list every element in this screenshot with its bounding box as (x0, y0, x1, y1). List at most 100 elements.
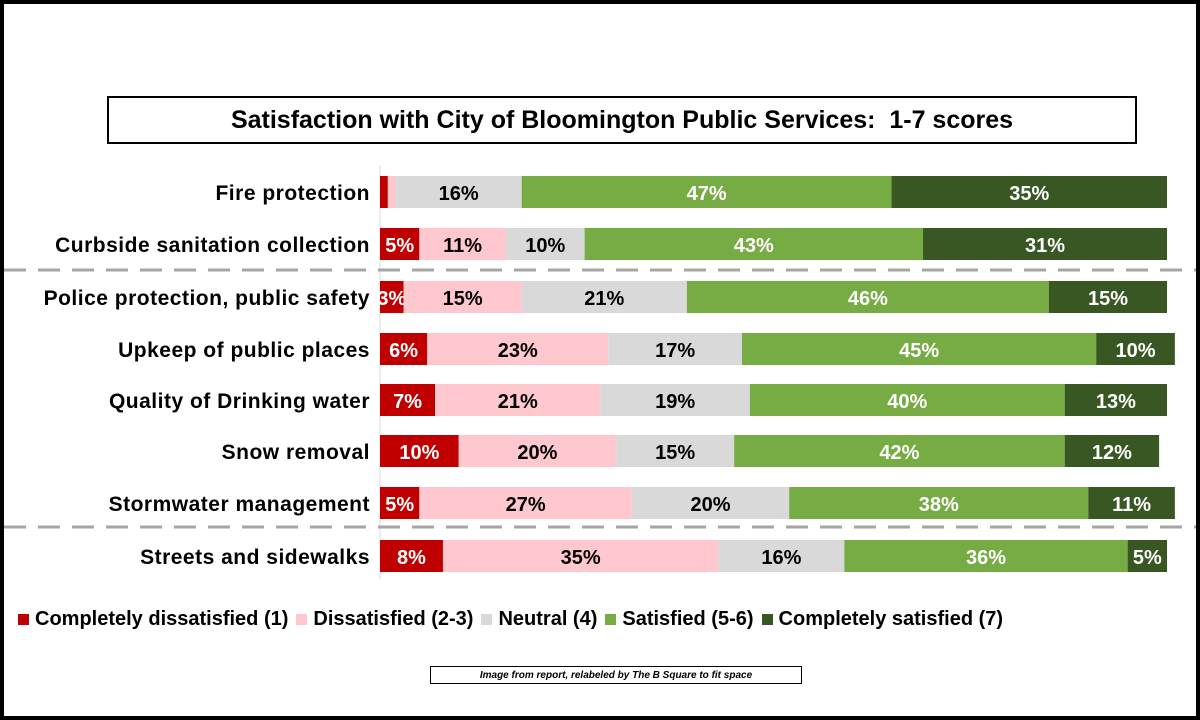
data-label: 27% (506, 494, 546, 516)
bar-segment (505, 228, 585, 260)
data-label: 21% (498, 391, 538, 413)
data-label: 35% (1009, 183, 1049, 205)
category-label: Curbside sanitation collection (55, 234, 370, 257)
data-label: 11% (443, 235, 482, 257)
bar-segment (1127, 540, 1167, 572)
bar-segment (442, 540, 719, 572)
bar-segment (403, 281, 522, 313)
data-label: 15% (655, 442, 695, 464)
legend-swatch (761, 614, 773, 625)
category-label: Streets and sidewalks (140, 546, 370, 569)
data-label: 15% (443, 288, 483, 310)
data-label: 20% (517, 442, 557, 464)
legend-item: Neutral (4) (481, 608, 597, 631)
bar-segment (427, 333, 609, 365)
chart-title-box: Satisfaction with City of Bloomington Pu… (107, 96, 1137, 144)
chart-legend: Completely dissatisfied (1) Dissatisfied … (18, 608, 1011, 631)
data-label: 40% (887, 391, 927, 413)
bar-segment (380, 176, 388, 208)
data-label: 8% (397, 547, 426, 569)
bar-segment (923, 228, 1167, 260)
bar-segment (1048, 281, 1167, 313)
bar-segment (380, 228, 420, 260)
data-label: 36% (966, 547, 1006, 569)
data-label: 47% (687, 183, 727, 205)
data-label: 16% (761, 547, 801, 569)
data-label: 6% (389, 340, 418, 362)
data-label: 3% (377, 288, 406, 310)
bar-segment (380, 384, 436, 416)
legend-item: Dissatisfied (2-3) (296, 608, 473, 631)
chart-title: Satisfaction with City of Bloomington Pu… (230, 105, 1014, 134)
bar-segment (419, 487, 632, 519)
data-label: 5% (1133, 547, 1162, 569)
data-label: 10% (525, 235, 565, 257)
bar-segment (387, 176, 396, 208)
bar-segment (686, 281, 1049, 313)
category-label: Snow removal (222, 441, 370, 464)
bar-segment (891, 176, 1167, 208)
bar-segment (789, 487, 1089, 519)
bar-segment (521, 176, 892, 208)
category-label: Upkeep of public places (118, 339, 370, 362)
legend-swatch (605, 614, 617, 625)
legend-swatch (296, 614, 308, 625)
data-label: 16% (439, 183, 479, 205)
bar-segment (435, 384, 601, 416)
legend-label: Dissatisfied (2-3) (313, 608, 474, 630)
category-label: Quality of Drinking water (109, 390, 370, 413)
bar-segment (380, 281, 404, 313)
data-label: 20% (691, 494, 731, 516)
category-label: Fire protection (215, 182, 370, 205)
bar-segment (521, 281, 687, 313)
data-label: 46% (848, 288, 888, 310)
category-label: Police protection, public safety (44, 287, 370, 310)
data-label: 13% (1096, 391, 1136, 413)
bar-segment (616, 435, 735, 467)
bar-segment (1064, 384, 1167, 416)
legend-label: Satisfied (5-6) (622, 608, 754, 630)
legend-label: Neutral (4) (498, 608, 598, 630)
bar-segment (749, 384, 1065, 416)
data-label: 5% (385, 235, 414, 257)
bar-segment (608, 333, 743, 365)
legend-item: Completely satisfied (7) (761, 608, 1004, 631)
data-label: 23% (498, 340, 538, 362)
data-label: 35% (561, 547, 601, 569)
bar-segment (380, 540, 443, 572)
bar-segment (742, 333, 1097, 365)
legend-label: Completely satisfied (7) (778, 608, 1004, 630)
bar-segment (395, 176, 522, 208)
data-label: 43% (734, 235, 774, 257)
data-label: 17% (655, 340, 695, 362)
data-label: 31% (1025, 235, 1065, 257)
bar-segment (584, 228, 924, 260)
bar-segment (600, 384, 750, 416)
data-label: 10% (399, 442, 439, 464)
bar-segment (1064, 435, 1160, 467)
chart-plot: Fire protection 16% 47% 35% Curbside sanitat… (4, 166, 1196, 579)
data-label: 38% (919, 494, 959, 516)
data-label: 11% (1112, 494, 1151, 516)
data-label: 7% (393, 391, 422, 413)
data-label: 15% (1088, 288, 1128, 310)
legend-swatch (481, 614, 493, 625)
bar-segment (1096, 333, 1175, 365)
data-label: 5% (385, 494, 414, 516)
category-label: Stormwater management (109, 493, 370, 516)
data-label: 21% (584, 288, 624, 310)
bar-segment (380, 333, 428, 365)
bar-segment (718, 540, 845, 572)
bar-segment (380, 487, 420, 519)
data-label: 10% (1116, 340, 1156, 362)
bar-segment (380, 435, 459, 467)
data-label: 19% (655, 391, 695, 413)
bar-segment (734, 435, 1065, 467)
legend-swatch (18, 614, 29, 625)
data-label: 12% (1092, 442, 1132, 464)
bar-segment (631, 487, 790, 519)
bar-segment (419, 228, 506, 260)
legend-item: Satisfied (5-6) (605, 608, 754, 631)
data-label: 42% (879, 442, 919, 464)
